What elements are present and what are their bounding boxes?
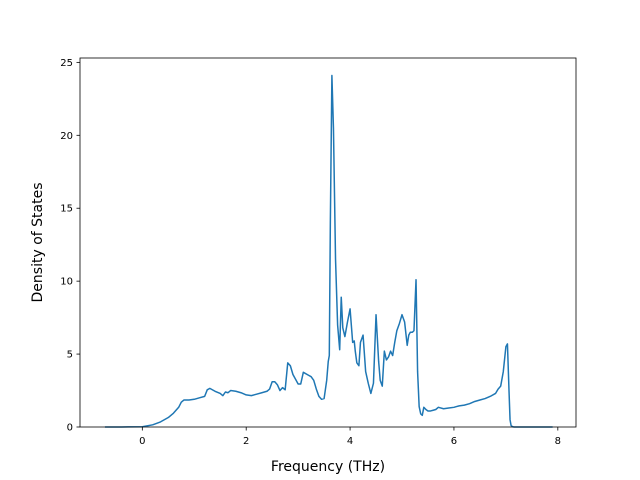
- x-tick-label: 8: [555, 436, 561, 447]
- y-tick-label: 25: [60, 58, 73, 69]
- series-layer: [104, 74, 553, 428]
- x-tick-label: 0: [139, 436, 145, 447]
- y-tick-label: 5: [67, 350, 73, 361]
- y-tick-label: 15: [60, 204, 73, 215]
- x-tick-label: 2: [243, 436, 249, 447]
- y-tick-label: 0: [67, 423, 73, 434]
- y-tick-label: 20: [60, 131, 73, 142]
- y-axis-title: Density of States: [30, 183, 46, 303]
- y-axis-ticks: 0 5 10 15 20 25: [60, 58, 80, 434]
- x-tick-label: 6: [451, 436, 457, 447]
- plot-frame: [79, 57, 577, 428]
- x-axis-title: Frequency (THz): [271, 459, 385, 475]
- x-tick-label: 4: [347, 436, 353, 447]
- y-tick-label: 10: [60, 277, 73, 288]
- x-axis-ticks: 0 2 4 6 8: [139, 427, 561, 447]
- dos-series-line: [104, 74, 553, 428]
